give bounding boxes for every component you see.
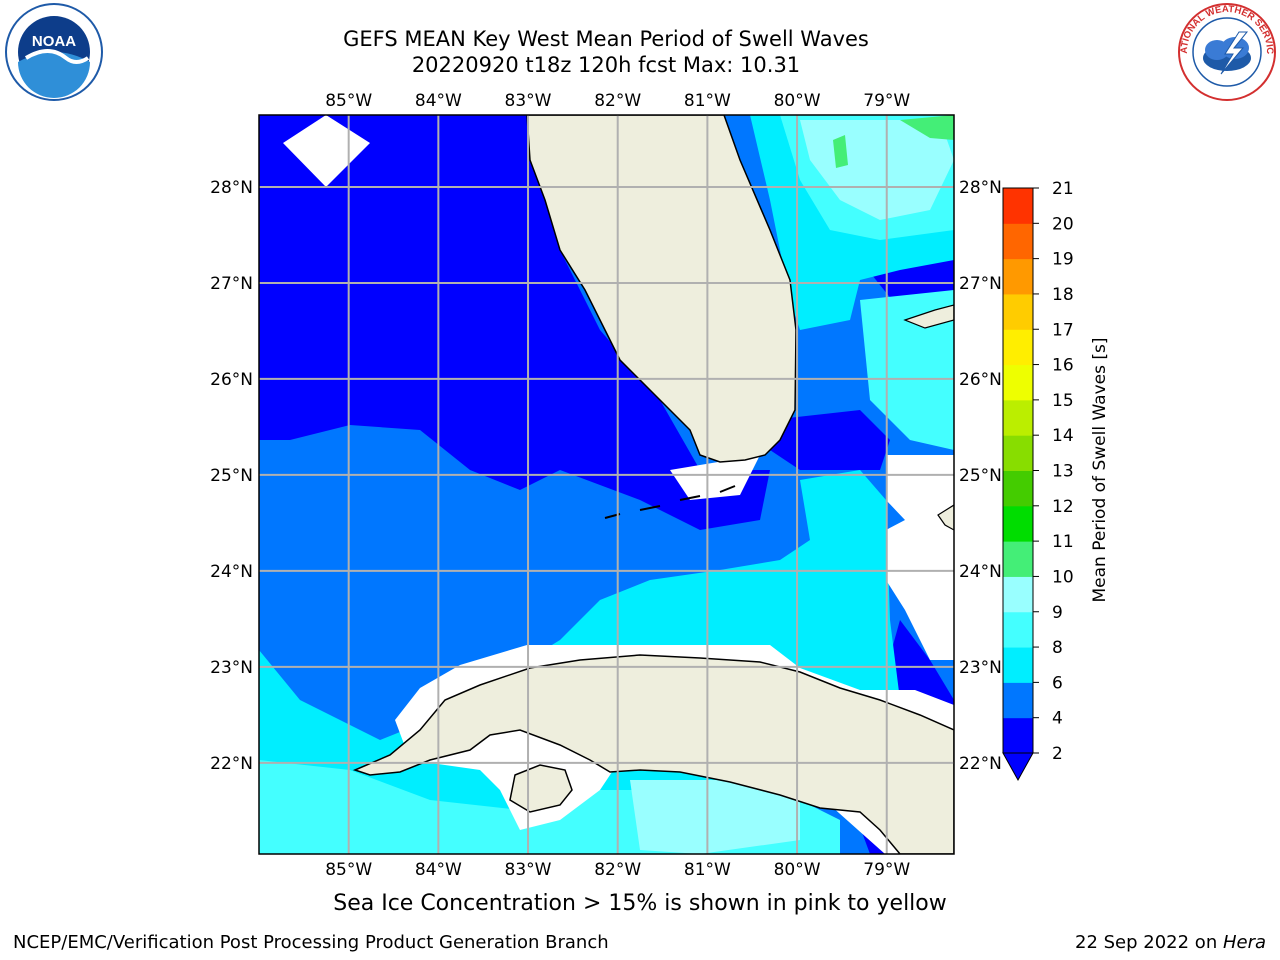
contour-2-4s-gulf — [259, 115, 770, 530]
colorbar-tick-label: 16 — [1052, 356, 1074, 376]
colorbar-swatch — [1003, 576, 1033, 613]
contour-6-8s-straits-e — [800, 470, 886, 540]
lat-label-left: 28°N — [210, 178, 253, 198]
chart-subtitle: 20220920 t18z 120h fcst Max: 10.31 — [411, 53, 801, 77]
bahamas-land-b — [937, 504, 954, 531]
colorbar-swatch — [1003, 223, 1033, 260]
lon-label-top: 84°W — [415, 91, 462, 111]
colorbar-extend-min — [1002, 752, 1034, 782]
florida-keys — [604, 485, 736, 519]
colorbar-swatch — [1003, 505, 1033, 542]
colorbar-tick-label: 18 — [1052, 285, 1074, 305]
lat-label-right: 24°N — [959, 562, 1002, 582]
lat-label-left: 25°N — [210, 466, 253, 486]
map-area — [259, 115, 954, 854]
colorbar-swatch — [1003, 470, 1033, 507]
lon-label-top: 83°W — [505, 91, 552, 111]
lat-label-left: 22°N — [210, 754, 253, 774]
colorbar-tick-label: 17 — [1052, 320, 1074, 340]
contour-10-11s-atlantic-a — [833, 135, 848, 168]
colorbar-swatch — [1003, 611, 1033, 648]
lon-label-top: 81°W — [684, 91, 731, 111]
colorbar-tick-label: 19 — [1052, 250, 1074, 270]
sea-ice-note: Sea Ice Concentration > 15% is shown in … — [333, 891, 947, 916]
colorbar-swatch — [1003, 258, 1033, 295]
colorbar: 21 20 19 18 17 16 15 14 13 12 11 10 9 8 6 4 2 — [1002, 179, 1074, 782]
colorbar-swatch — [1003, 647, 1033, 683]
lon-label-top: 82°W — [594, 91, 641, 111]
colorbar-swatch — [1003, 717, 1033, 754]
noaa-logo: NOAA — [5, 3, 103, 101]
lon-label-top: 85°W — [325, 91, 372, 111]
colorbar-tick-label: 15 — [1052, 391, 1074, 411]
colorbar-tick-label: 6 — [1052, 673, 1063, 693]
map-frame — [258, 114, 955, 855]
lat-label-right: 25°N — [959, 466, 1002, 486]
lat-label-right: 22°N — [959, 754, 1002, 774]
machine-name: Hera — [1222, 932, 1266, 953]
nws-logo: NATIONAL WEATHER SERVICE — [1177, 2, 1276, 101]
colorbar-tick-label: 21 — [1052, 179, 1074, 199]
bahamas-land-a — [903, 304, 954, 329]
contour-10-11s-atlantic-b — [900, 115, 954, 140]
cuba-land — [352, 654, 954, 854]
noaa-logo-text: NOAA — [32, 33, 76, 50]
lat-label-right: 26°N — [959, 370, 1002, 390]
colorbar-swatch — [1003, 399, 1033, 436]
colorbar-tick-label: 11 — [1052, 532, 1074, 552]
lat-label-right: 28°N — [959, 178, 1002, 198]
colorbar-swatch — [1003, 682, 1033, 719]
isla-juventud-land — [509, 764, 573, 813]
colorbar-swatch — [1003, 293, 1033, 330]
lon-label-bottom: 84°W — [415, 860, 462, 880]
colorbar-tick-label: 10 — [1052, 567, 1074, 587]
colorbar-tick-label: 13 — [1052, 462, 1074, 482]
colorbar-tick-label: 12 — [1052, 497, 1074, 517]
colorbar-tick-label: 4 — [1052, 709, 1063, 729]
colorbar-swatch — [1003, 435, 1033, 471]
lat-label-left: 26°N — [210, 370, 253, 390]
contour-9-10s-south — [630, 780, 800, 854]
colorbar-label: Mean Period of Swell Waves [s] — [1090, 338, 1110, 603]
missing-data-bahamas — [886, 455, 954, 660]
lon-label-bottom: 80°W — [774, 860, 821, 880]
lat-label-left: 23°N — [210, 658, 253, 678]
colorbar-swatch — [1003, 188, 1033, 224]
lon-label-top: 80°W — [774, 91, 821, 111]
chart-title: GEFS MEAN Key West Mean Period of Swell … — [343, 27, 869, 51]
colorbar-swatch — [1003, 364, 1033, 401]
lon-label-bottom: 79°W — [863, 860, 910, 880]
colorbar-swatch — [1003, 541, 1033, 577]
contour-2-4s-straits — [770, 410, 890, 470]
date-text: 22 Sep 2022 on Hera — [1075, 932, 1266, 953]
lon-label-bottom: 85°W — [325, 860, 372, 880]
lat-label-left: 24°N — [210, 562, 253, 582]
colorbar-tick-label: 8 — [1052, 638, 1063, 658]
lon-label-bottom: 82°W — [594, 860, 641, 880]
colorbar-tick-label: 2 — [1052, 744, 1063, 764]
missing-data-keys — [670, 455, 760, 500]
colorbar-tick-label: 9 — [1052, 603, 1063, 623]
colorbar-swatch — [1003, 329, 1033, 366]
contour-6-8s-bahamas — [860, 290, 954, 450]
colorbar-tick-label: 14 — [1052, 426, 1074, 446]
florida-land — [526, 115, 797, 463]
lon-label-bottom: 81°W — [684, 860, 731, 880]
lat-label-right: 23°N — [959, 658, 1002, 678]
lat-label-left: 27°N — [210, 274, 253, 294]
date-value: 22 Sep 2022 on — [1075, 932, 1223, 953]
lat-label-right: 27°N — [959, 274, 1002, 294]
credit-text: NCEP/EMC/Verification Post Processing Pr… — [13, 932, 609, 953]
colorbar-tick-label: 20 — [1052, 214, 1074, 234]
graticule — [259, 115, 954, 854]
lon-label-bottom: 83°W — [505, 860, 552, 880]
axis-labels: 85°W 85°W 84°W 84°W 83°W 83°W 82°W 82°W 81°W 81°W… — [210, 91, 1002, 880]
lon-label-top: 79°W — [863, 91, 910, 111]
